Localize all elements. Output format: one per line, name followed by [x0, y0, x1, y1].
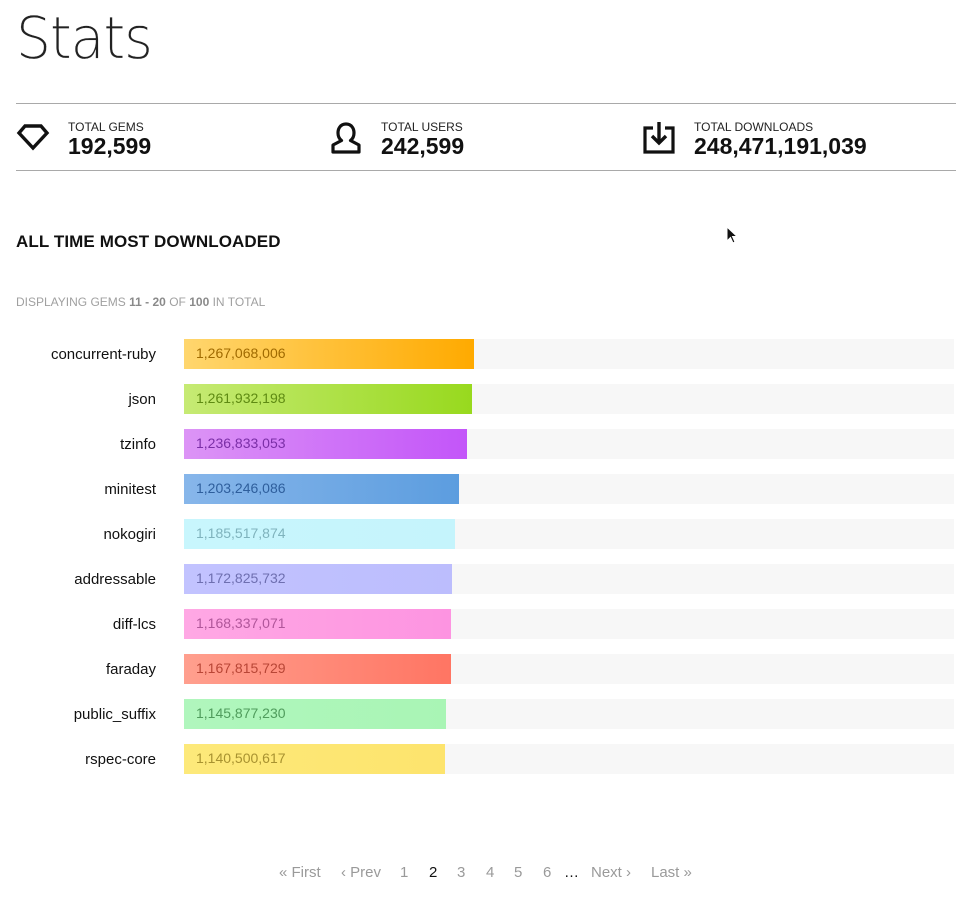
chart-row: minitest 1,203,246,086 — [0, 474, 977, 504]
bar: 1,236,833,053 — [184, 429, 467, 459]
bar-track: 1,203,246,086 — [184, 474, 954, 504]
gem-name-link[interactable]: nokogiri — [103, 526, 156, 543]
gem-name-link[interactable]: json — [128, 391, 156, 408]
pagination-current-page: 2 — [429, 864, 438, 881]
displaying-info: DISPLAYING GEMS 11 - 20 OF 100 IN TOTAL — [16, 295, 266, 309]
bar-track: 1,267,068,006 — [184, 339, 954, 369]
stat-label: TOTAL USERS — [381, 120, 463, 134]
bar-data-label: 1,140,500,617 — [196, 750, 286, 766]
stat-label: TOTAL GEMS — [68, 120, 144, 134]
stat-value: 248,471,191,039 — [694, 133, 867, 159]
bar: 1,140,500,617 — [184, 744, 445, 774]
gem-name-link[interactable]: diff-lcs — [112, 616, 156, 633]
bar-data-label: 1,167,815,729 — [196, 660, 286, 676]
gem-name-link[interactable]: concurrent-ruby — [50, 346, 156, 363]
bar-data-label: 1,172,825,732 — [196, 570, 286, 586]
chart-row: public_suffix 1,145,877,230 — [0, 699, 977, 729]
displaying-total: 100 — [189, 295, 210, 309]
bar-data-label: 1,203,246,086 — [196, 480, 286, 496]
bar-track: 1,167,815,729 — [184, 654, 954, 684]
chart-row: diff-lcs 1,168,337,071 — [0, 609, 977, 639]
mouse-cursor-icon — [726, 226, 739, 244]
stat-value: 242,599 — [381, 133, 465, 159]
bar-data-label: 1,236,833,053 — [196, 435, 286, 451]
bar: 1,185,517,874 — [184, 519, 455, 549]
pagination-page-6[interactable]: 6 — [543, 864, 552, 881]
bar-track: 1,145,877,230 — [184, 699, 954, 729]
downloads-bar-chart: concurrent-ruby 1,267,068,006 json 1,261,93… — [0, 339, 977, 779]
chart-row: tzinfo 1,236,833,053 — [0, 429, 977, 459]
chart-row: faraday 1,167,815,729 — [0, 654, 977, 684]
pagination-page-4[interactable]: 4 — [486, 864, 495, 881]
chart-row: concurrent-ruby 1,267,068,006 — [0, 339, 977, 369]
chart-row: rspec-core 1,140,500,617 — [0, 744, 977, 774]
bar-track: 1,168,337,071 — [184, 609, 954, 639]
bar: 1,261,932,198 — [184, 384, 472, 414]
pagination-first-link[interactable]: « First — [279, 864, 321, 881]
bar-track: 1,185,517,874 — [184, 519, 954, 549]
stat-total-users: TOTAL USERS 242,599 — [329, 104, 629, 170]
pagination-last-link[interactable]: Last » — [651, 864, 692, 881]
chart-row: json 1,261,932,198 — [0, 384, 977, 414]
gem-icon — [16, 124, 50, 151]
gem-name-link[interactable]: public_suffix — [73, 706, 156, 723]
stat-value: 192,599 — [68, 133, 152, 159]
chart-row: addressable 1,172,825,732 — [0, 564, 977, 594]
bar-data-label: 1,185,517,874 — [196, 525, 286, 541]
stats-summary-bar: TOTAL GEMS 192,599 TOTAL USERS 242,599 T… — [16, 103, 956, 171]
pagination-gap: … — [564, 864, 579, 881]
pagination-page-3[interactable]: 3 — [457, 864, 466, 881]
pagination-page-1[interactable]: 1 — [400, 864, 409, 881]
bar: 1,267,068,006 — [184, 339, 474, 369]
bar: 1,145,877,230 — [184, 699, 446, 729]
download-icon — [643, 122, 675, 154]
stat-total-gems: TOTAL GEMS 192,599 — [16, 104, 316, 170]
gem-name-link[interactable]: faraday — [105, 661, 156, 678]
bar-track: 1,236,833,053 — [184, 429, 954, 459]
bar-track: 1,140,500,617 — [184, 744, 954, 774]
bar-data-label: 1,145,877,230 — [196, 705, 286, 721]
bar-data-label: 1,267,068,006 — [196, 345, 286, 361]
pagination-prev-link[interactable]: ‹ Prev — [341, 864, 382, 881]
stat-total-downloads: TOTAL DOWNLOADS 248,471,191,039 — [642, 104, 952, 170]
pagination: « First ‹ Prev 1 2 3 4 5 6 … Next › Last… — [0, 864, 977, 884]
page-title: Stats — [16, 4, 153, 72]
bar: 1,172,825,732 — [184, 564, 452, 594]
displaying-range: 11 - 20 — [129, 295, 166, 309]
pagination-page-5[interactable]: 5 — [514, 864, 523, 881]
stat-label: TOTAL DOWNLOADS — [694, 120, 814, 134]
bar-data-label: 1,168,337,071 — [196, 615, 286, 631]
gem-name-link[interactable]: minitest — [104, 481, 156, 498]
pagination-next-link[interactable]: Next › — [591, 864, 632, 881]
bar-track: 1,261,932,198 — [184, 384, 954, 414]
bar: 1,167,815,729 — [184, 654, 451, 684]
gem-name-link[interactable]: tzinfo — [120, 436, 156, 453]
section-title: ALL TIME MOST DOWNLOADED — [16, 232, 281, 251]
bar-data-label: 1,261,932,198 — [196, 390, 286, 406]
gem-name-link[interactable]: rspec-core — [85, 751, 156, 768]
gem-name-link[interactable]: addressable — [74, 571, 156, 588]
bar-track: 1,172,825,732 — [184, 564, 954, 594]
bar: 1,168,337,071 — [184, 609, 451, 639]
user-icon — [331, 122, 361, 154]
bar: 1,203,246,086 — [184, 474, 459, 504]
chart-row: nokogiri 1,185,517,874 — [0, 519, 977, 549]
